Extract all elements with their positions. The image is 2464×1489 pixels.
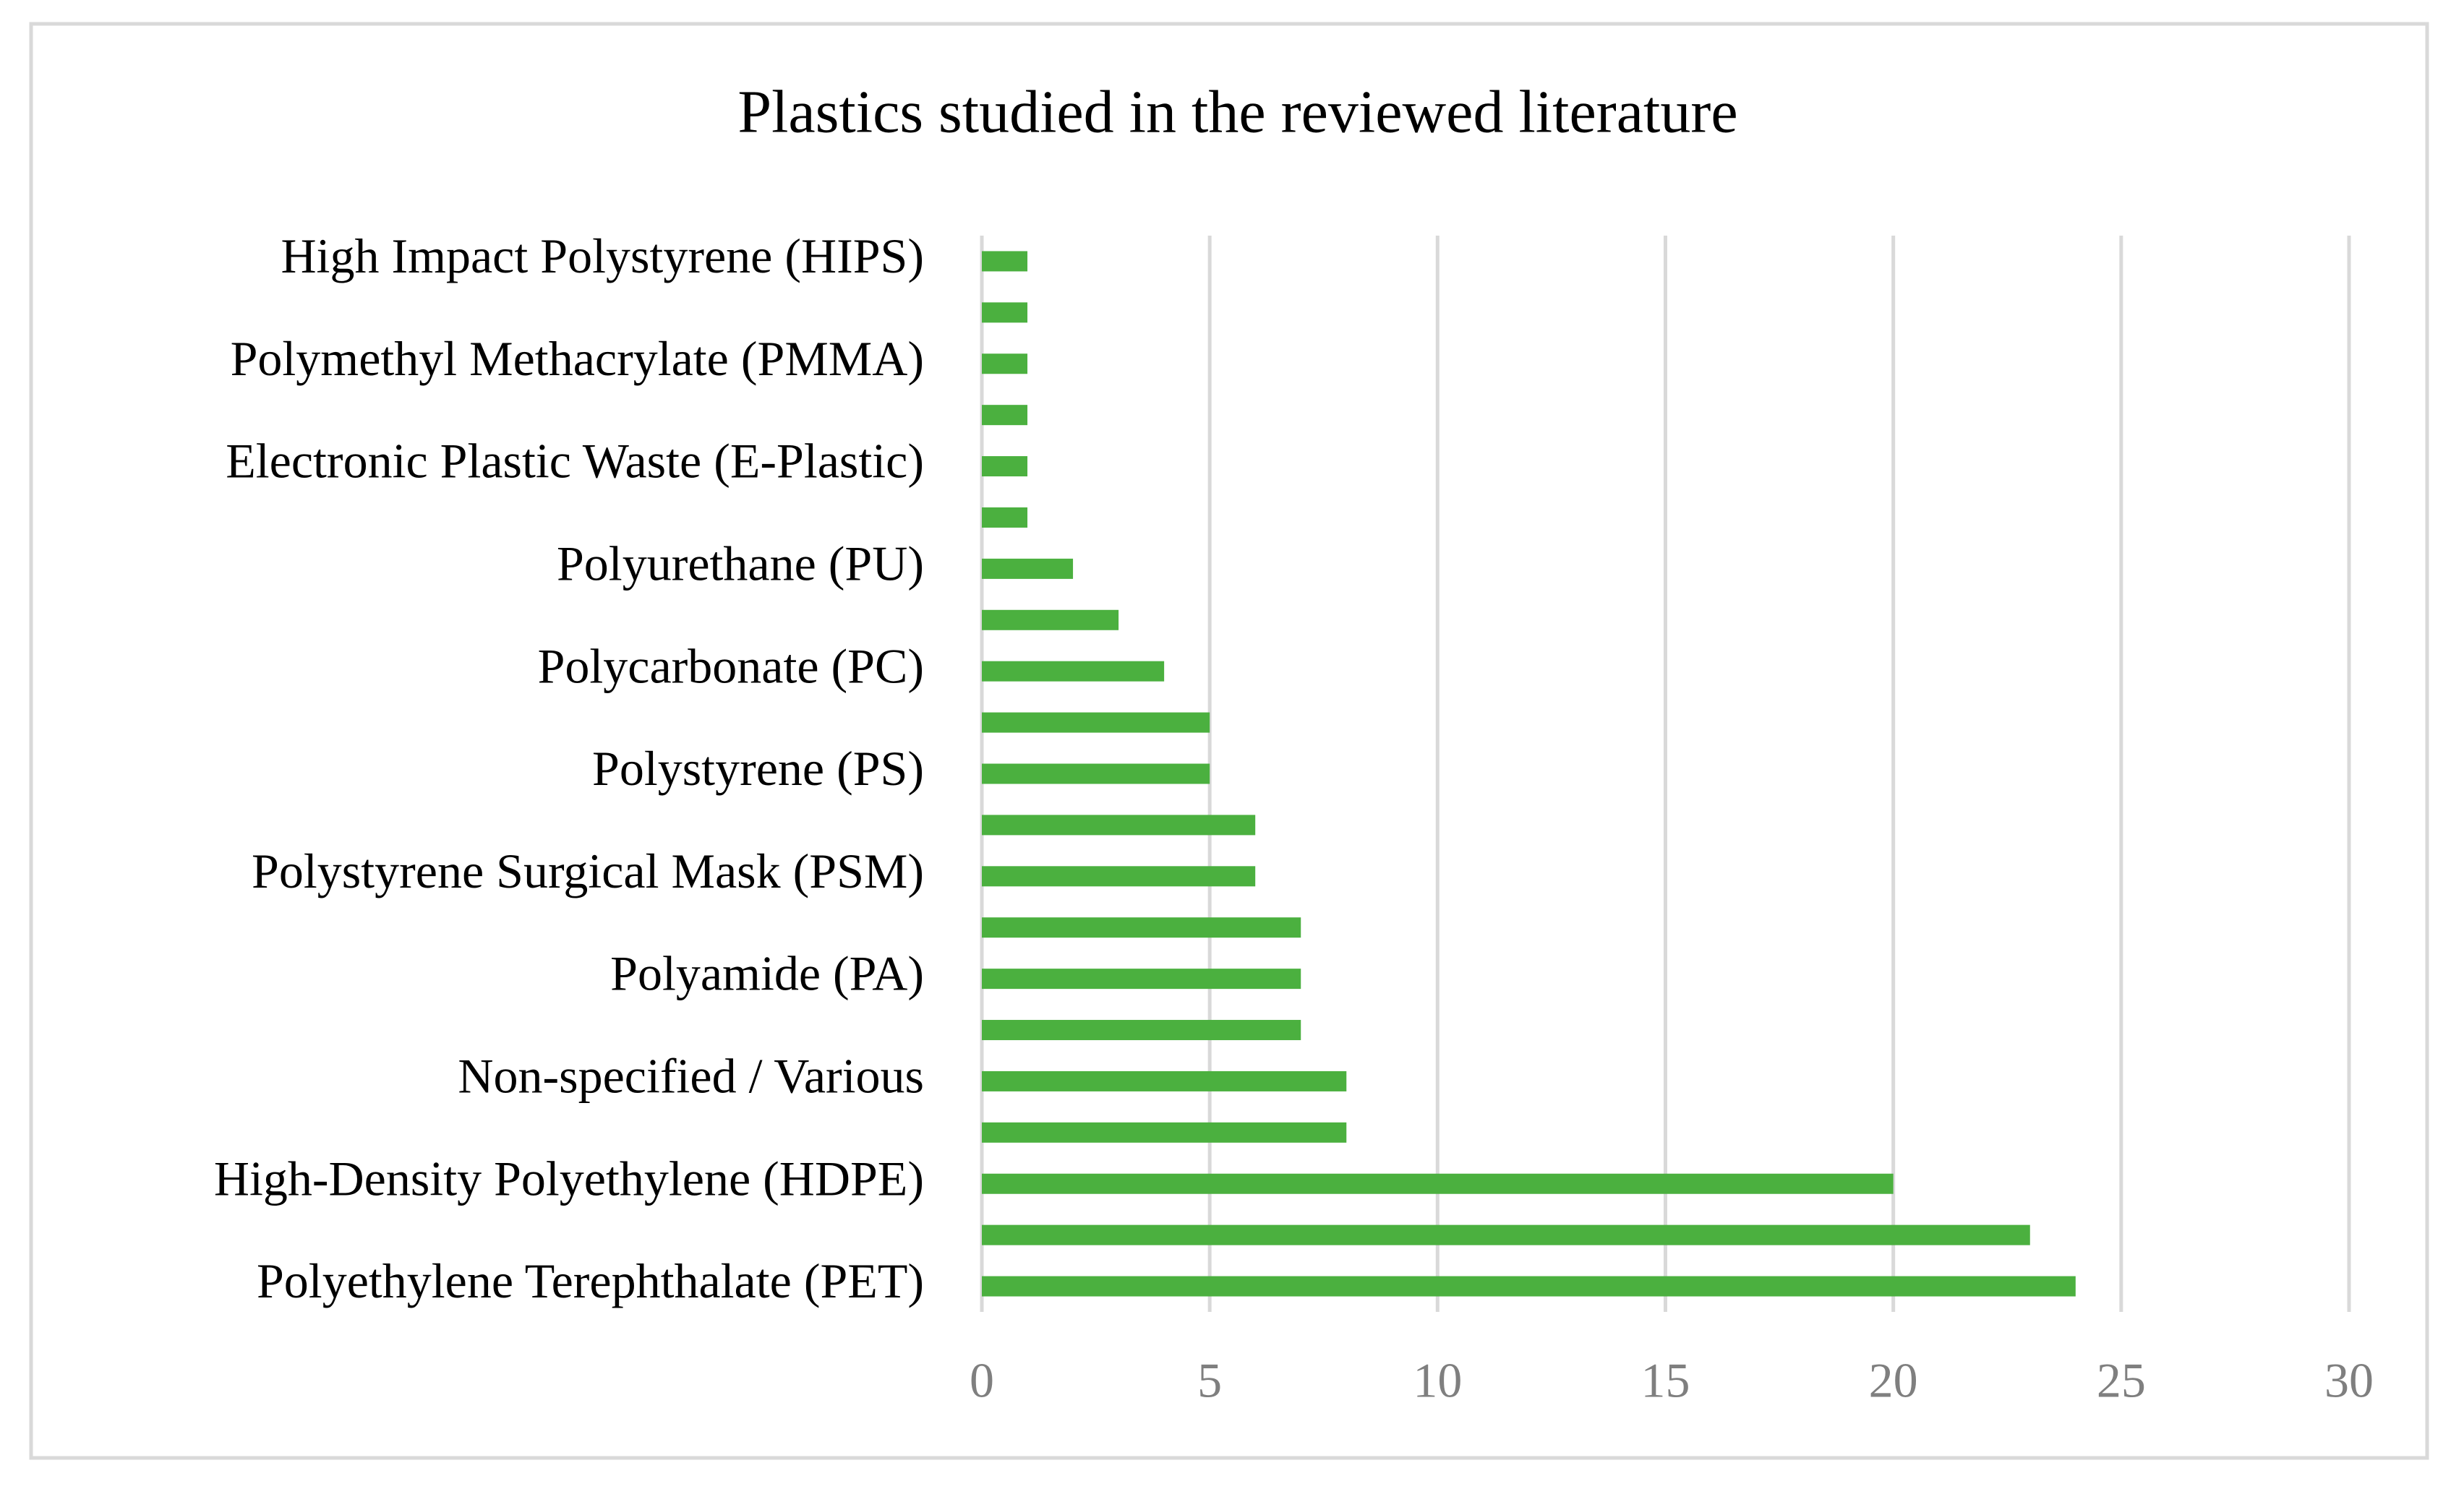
bar [982,1122,1347,1143]
x-tick-label: 10 [1413,1353,1462,1408]
y-tick-label: Polyurethane (PU) [557,536,924,591]
bar [982,815,1256,836]
bar [982,1276,2076,1297]
x-tick-label: 20 [1869,1353,1918,1408]
y-tick-label: Polyethylene Terephthalate (PET) [257,1253,924,1308]
bar [982,507,1028,528]
bar [982,456,1028,477]
y-tick-label: Electronic Plastic Waste (E-Plastic) [226,434,924,489]
bar [982,251,1028,272]
bar [982,866,1256,887]
bar [982,763,1210,784]
bar [982,1070,1347,1091]
y-tick-label: Polymethyl Methacrylate (PMMA) [231,331,924,386]
x-tick-label: 0 [970,1353,994,1408]
bar [982,1173,1894,1194]
bar [982,661,1165,682]
y-tick-label: Non-specified / Various [458,1049,924,1104]
chart-title: Plastics studied in the reviewed literat… [737,78,1737,145]
bar [982,969,1301,990]
y-tick-label: High-Density Polyethylene (HDPE) [214,1151,924,1206]
y-tick-label: Polystyrene (PS) [592,741,924,796]
bar [982,1224,2030,1245]
y-tick-label: Polyamide (PA) [610,946,924,1001]
bar [982,917,1301,938]
bar [982,353,1028,374]
bar [982,712,1210,733]
y-tick-label: Polystyrene Surgical Mask (PSM) [252,844,924,898]
x-tick-label: 5 [1197,1353,1222,1408]
bar [982,609,1119,630]
bar [982,405,1028,426]
y-tick-label: High Impact Polystyrene (HIPS) [281,228,924,283]
bar [982,558,1074,579]
x-tick-label: 30 [2324,1353,2374,1408]
x-tick-label: 25 [2097,1353,2146,1408]
bar [982,1020,1301,1041]
bar [982,302,1028,323]
chart-border [29,22,2429,1460]
x-tick-label: 15 [1641,1353,1690,1408]
y-tick-label: Polycarbonate (PC) [538,638,924,693]
